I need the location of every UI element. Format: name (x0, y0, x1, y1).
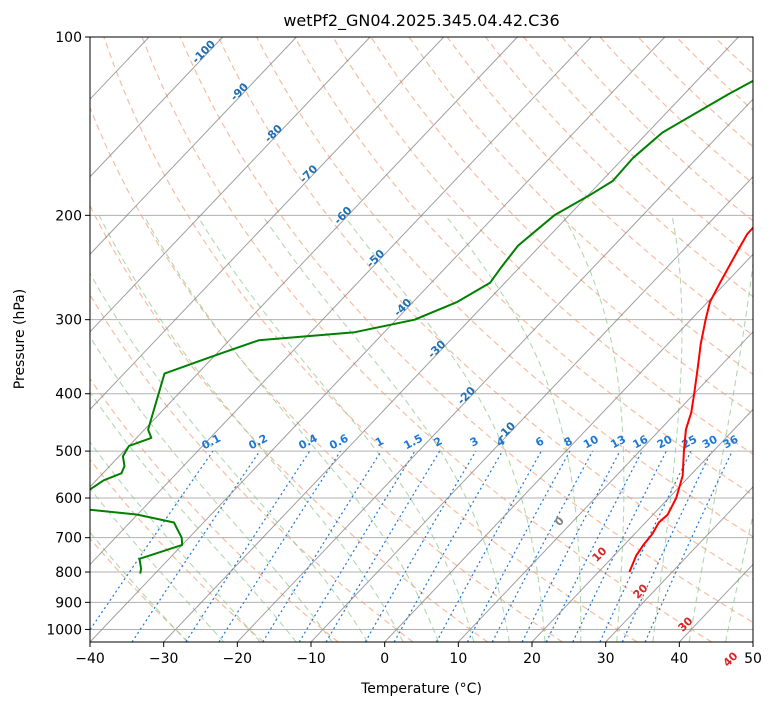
y-tick-label: 500 (55, 444, 82, 460)
x-tick-label: −40 (75, 651, 105, 667)
y-tick-label: 600 (55, 491, 82, 507)
x-axis-label: Temperature (°C) (360, 681, 482, 697)
y-tick-label: 1000 (46, 622, 82, 638)
x-tick-label: 30 (597, 651, 615, 667)
x-tick-label: 10 (449, 651, 467, 667)
y-tick-label: 300 (55, 313, 82, 329)
y-tick-label: 800 (55, 565, 82, 581)
x-tick-label: −30 (149, 651, 179, 667)
y-axis-label: Pressure (hPa) (12, 289, 28, 389)
x-tick-label: 0 (380, 651, 389, 667)
y-tick-label: 100 (55, 30, 82, 46)
y-tick-label: 900 (55, 595, 82, 611)
x-tick-label: 50 (744, 651, 762, 667)
x-tick-label: −10 (296, 651, 326, 667)
x-tick-label: −20 (223, 651, 253, 667)
chart-title: wetPf2_GN04.2025.345.04.42.C36 (283, 11, 559, 31)
x-tick-label: 20 (523, 651, 541, 667)
y-tick-label: 400 (55, 387, 82, 403)
x-tick-label: 40 (670, 651, 688, 667)
y-tick-label: 200 (55, 208, 82, 224)
y-tick-label: 700 (55, 531, 82, 547)
